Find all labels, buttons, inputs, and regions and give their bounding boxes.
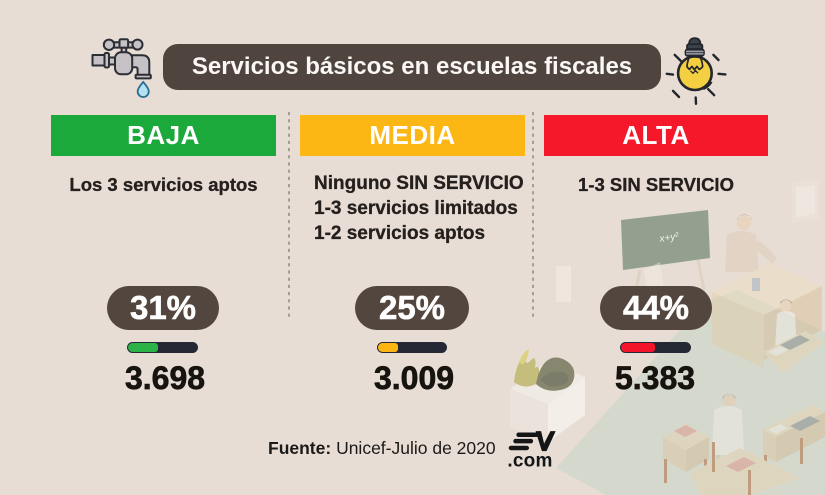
svg-text:x+y²: x+y²	[658, 231, 680, 245]
svg-text:.com: .com	[507, 451, 552, 470]
